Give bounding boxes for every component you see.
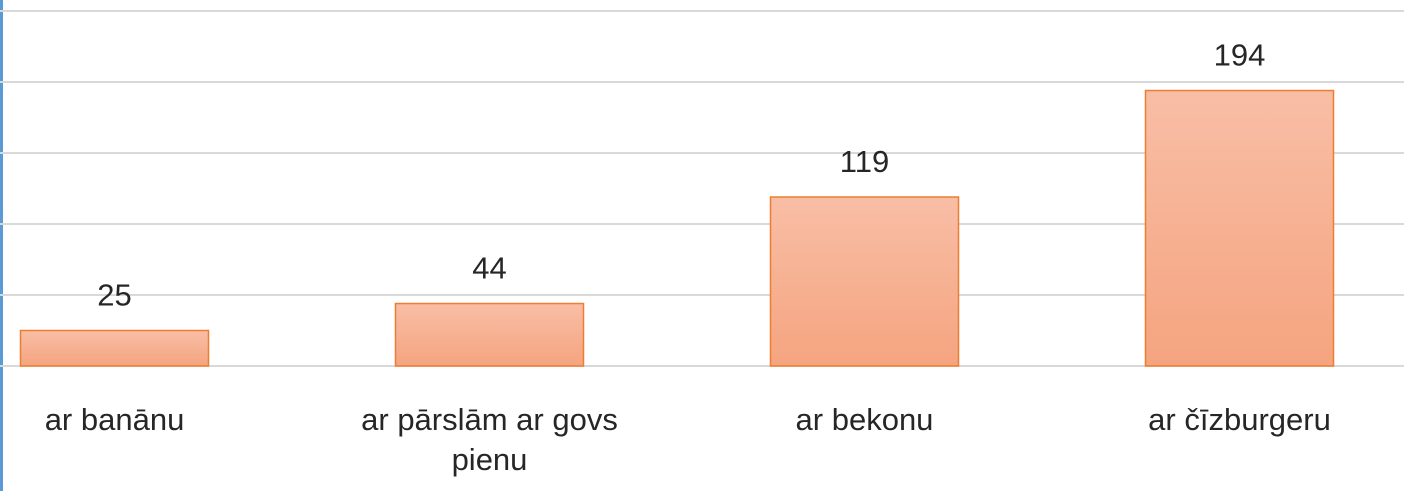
bar xyxy=(1144,89,1335,367)
data-label: 44 xyxy=(472,251,506,286)
frame-edge xyxy=(0,0,3,491)
x-tick-label: ar banānu xyxy=(44,402,185,437)
x-tick-label: ar čīzburgeru xyxy=(1148,402,1331,437)
data-label: 194 xyxy=(1214,38,1266,73)
x-tick-label: ar bekonu xyxy=(795,402,934,437)
data-label: 119 xyxy=(840,144,889,179)
x-tick-label: ar pārslām ar govs pienu xyxy=(361,402,618,477)
bar xyxy=(769,196,960,367)
bar xyxy=(19,329,210,367)
data-label: 25 xyxy=(97,278,131,313)
bar xyxy=(394,302,585,367)
